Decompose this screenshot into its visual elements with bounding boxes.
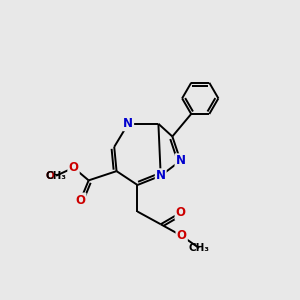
- Text: O: O: [177, 229, 187, 242]
- Text: N: N: [156, 169, 166, 182]
- Text: O: O: [176, 206, 185, 219]
- Text: O: O: [68, 161, 79, 174]
- Text: O: O: [68, 161, 79, 174]
- Text: O: O: [45, 171, 54, 181]
- Text: O: O: [76, 194, 85, 206]
- Text: CH₃: CH₃: [46, 171, 67, 181]
- Text: CH₃: CH₃: [189, 243, 210, 253]
- Text: N: N: [176, 154, 185, 167]
- Text: N: N: [123, 117, 133, 130]
- Text: O: O: [177, 229, 187, 242]
